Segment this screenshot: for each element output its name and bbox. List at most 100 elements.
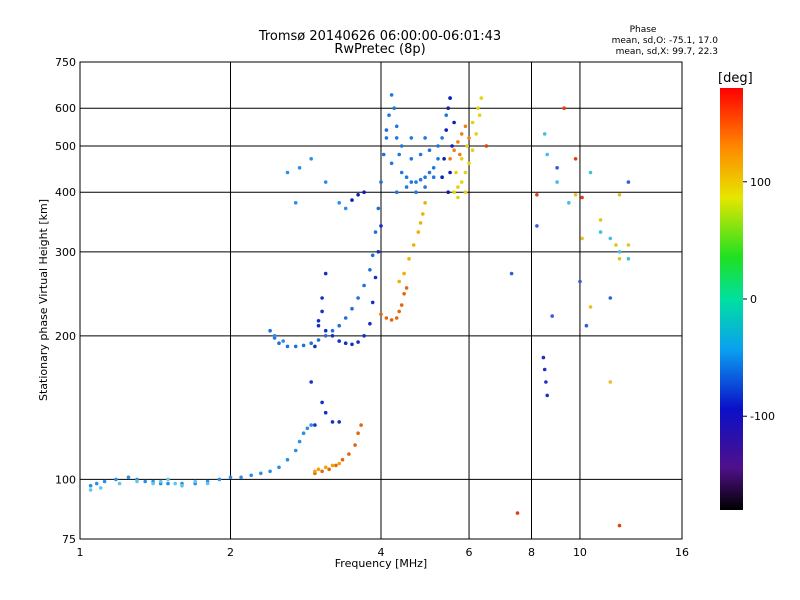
data-point [465, 144, 470, 148]
data-point [550, 314, 554, 318]
data-point [323, 410, 328, 415]
data-point [285, 344, 290, 349]
data-point [459, 157, 464, 161]
data-point [409, 180, 414, 184]
data-point [542, 367, 547, 372]
data-point [484, 144, 489, 148]
data-point [368, 268, 372, 272]
data-point [373, 275, 378, 280]
data-point [356, 340, 360, 344]
data-point [114, 477, 118, 482]
data-point [535, 193, 539, 197]
data-point [452, 148, 456, 152]
data-point [316, 338, 321, 342]
data-point [463, 190, 468, 194]
data-point [309, 157, 314, 161]
data-point [316, 467, 321, 472]
data-point [404, 175, 409, 179]
data-point [239, 475, 243, 480]
data-point [423, 136, 427, 140]
data-point [193, 479, 197, 484]
colorbar-label: [deg] [718, 71, 753, 86]
colorbar-ticks: 100 0 -100 [743, 176, 775, 423]
data-point [608, 296, 613, 300]
data-point [479, 96, 484, 100]
chart-subtitle: RwPretec (8p) [334, 42, 425, 57]
data-point [578, 279, 582, 284]
colorbar-tick-label: -100 [750, 410, 775, 423]
data-point [509, 271, 514, 276]
x-tick-label: 1 [77, 546, 84, 559]
data-point [389, 93, 394, 97]
data-point [404, 185, 409, 189]
phase-box-line-o: mean, sd,O: -75.1, 17.0 [612, 36, 719, 46]
data-point [370, 253, 375, 258]
data-point [376, 206, 381, 211]
data-point [442, 157, 446, 161]
x-tick-label: 8 [528, 546, 535, 559]
data-point [320, 469, 324, 474]
data-point [414, 190, 418, 194]
data-point [446, 190, 451, 194]
phase-box-line-x: mean, sd,X: 99.7, 22.3 [616, 47, 718, 57]
data-point [323, 334, 328, 338]
data-point [452, 190, 456, 194]
y-tick-label: 750 [55, 56, 76, 69]
data-point [448, 170, 452, 175]
data-point [555, 166, 559, 170]
data-point [313, 469, 317, 474]
data-point [397, 309, 402, 314]
data-point [458, 152, 462, 157]
data-point [293, 448, 298, 453]
data-point [444, 113, 449, 117]
data-point [158, 479, 163, 484]
data-point [617, 193, 622, 197]
x-tick-label: 16 [675, 546, 689, 559]
data-point [297, 439, 302, 444]
data-point [359, 423, 363, 427]
data-points [88, 93, 631, 528]
data-point [180, 483, 184, 488]
data-point [459, 180, 464, 184]
data-point [416, 230, 421, 234]
data-point [562, 106, 566, 110]
data-point [580, 195, 584, 200]
data-point [313, 423, 317, 427]
data-point [98, 486, 103, 490]
data-point [323, 328, 328, 333]
y-tick-label: 100 [55, 473, 76, 486]
data-point [384, 316, 389, 320]
data-point [323, 271, 328, 276]
data-point [362, 283, 366, 288]
data-point [309, 423, 314, 427]
data-point [402, 271, 406, 276]
data-point [544, 380, 548, 384]
data-point [340, 457, 345, 462]
data-point [427, 170, 432, 175]
data-point [350, 198, 354, 202]
data-point [337, 201, 342, 205]
plot-frame [79, 61, 683, 540]
x-tick-label: 10 [573, 546, 587, 559]
data-point [409, 157, 414, 161]
data-point [272, 334, 277, 338]
data-point [394, 124, 399, 129]
data-point [334, 463, 338, 468]
y-tick-label: 400 [55, 186, 76, 199]
data-point [573, 193, 578, 197]
data-point [397, 152, 402, 157]
data-point [459, 132, 464, 136]
y-tick-label: 500 [55, 140, 76, 153]
data-point [228, 475, 233, 480]
data-point [436, 144, 440, 148]
data-point [573, 157, 578, 161]
data-point [281, 339, 286, 343]
data-point [94, 481, 99, 486]
data-point [608, 380, 613, 384]
data-point [456, 195, 460, 200]
data-point [320, 309, 324, 314]
data-point [626, 180, 631, 184]
data-point [350, 342, 354, 347]
data-point [418, 177, 423, 182]
data-point [440, 175, 444, 179]
